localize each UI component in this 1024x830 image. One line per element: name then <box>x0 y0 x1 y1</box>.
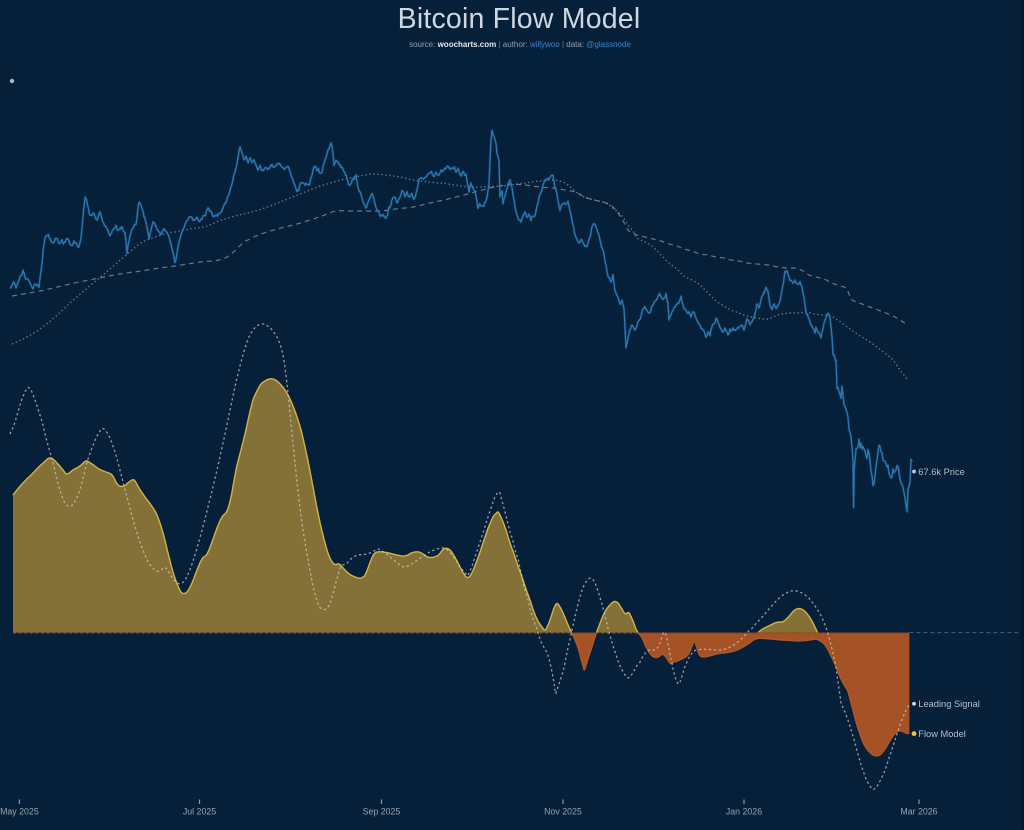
svg-text:67.6k Price: 67.6k Price <box>918 467 965 477</box>
svg-text:Sep 2025: Sep 2025 <box>363 807 401 817</box>
svg-text:Nov 2025: Nov 2025 <box>544 807 582 817</box>
svg-text:Flow Model: Flow Model <box>918 729 966 739</box>
svg-text:Mar 2026: Mar 2026 <box>900 807 937 817</box>
svg-text:Jul 2025: Jul 2025 <box>183 807 216 817</box>
svg-text:May 2025: May 2025 <box>0 807 39 817</box>
svg-text:Leading Signal: Leading Signal <box>918 699 980 709</box>
svg-text:Jan 2026: Jan 2026 <box>726 807 762 817</box>
